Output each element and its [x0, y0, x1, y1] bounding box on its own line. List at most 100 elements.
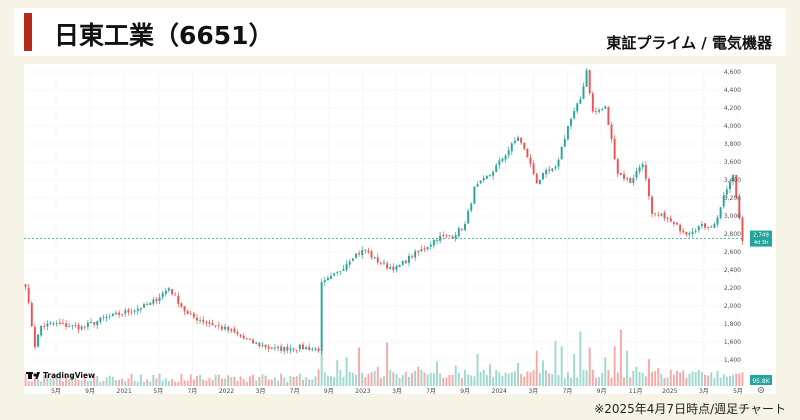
volume-bar	[77, 379, 80, 386]
volume-bar	[220, 378, 223, 386]
candle-body	[189, 313, 192, 315]
volume-bar	[314, 376, 317, 386]
volume-bar	[635, 366, 638, 386]
candle-body	[676, 222, 678, 225]
candle-body	[541, 173, 544, 180]
volume-bar	[149, 381, 152, 386]
candle-body	[143, 303, 145, 308]
x-tick-label: 2023	[355, 388, 370, 394]
volume-bar	[417, 366, 420, 386]
volume-bar	[504, 372, 507, 386]
y-tick-label: 2,400	[724, 267, 741, 274]
candle-body	[102, 317, 105, 318]
candle-body	[236, 332, 239, 335]
volume-bar	[576, 377, 579, 386]
x-tick-label: 5月	[51, 388, 61, 394]
candle-body	[161, 293, 164, 297]
candle-body	[635, 171, 638, 178]
volume-bar	[186, 380, 189, 386]
candle-body	[685, 231, 688, 235]
candle-body	[108, 316, 111, 318]
volume-bar	[411, 373, 414, 386]
candle-body	[510, 143, 513, 152]
candle-body	[579, 99, 582, 104]
volume-bar	[127, 378, 130, 386]
x-tick-label: 2025	[662, 388, 677, 394]
candle-body	[538, 179, 541, 185]
volume-bar	[741, 372, 744, 386]
candle-body	[114, 312, 117, 315]
x-tick-label: 5月	[153, 388, 163, 394]
volume-bar	[685, 377, 688, 386]
price-chart: 4,600 4,400 4,200 4,000 3,800 3,600 3,400 3,200…	[24, 68, 772, 395]
volume-bar	[651, 372, 654, 386]
volume-bar	[451, 374, 454, 386]
candle-body	[354, 253, 357, 258]
volume-bar	[719, 377, 722, 386]
candle-body	[230, 329, 233, 331]
candle-body	[457, 228, 460, 237]
candle-body	[283, 346, 286, 352]
volume-bar	[167, 381, 170, 386]
volume-bar	[457, 372, 460, 386]
candle-body	[130, 311, 133, 313]
candle-body	[255, 342, 258, 344]
last-price-value: 2,749	[753, 233, 769, 239]
volume-bar	[560, 346, 563, 386]
candle-body	[607, 107, 610, 125]
candle-body	[373, 257, 376, 259]
volume-bar	[217, 374, 220, 386]
volume-bar	[623, 377, 625, 386]
volume-bar	[729, 376, 731, 386]
volume-bar	[367, 374, 370, 386]
candle-body	[672, 222, 675, 224]
candle-body	[610, 124, 613, 140]
volume-bar	[124, 381, 127, 386]
volume-bar	[342, 376, 345, 386]
candle-body	[205, 321, 208, 323]
volume-value: 95.8K	[752, 378, 770, 385]
volume-bar	[647, 359, 650, 386]
volume-bar	[644, 376, 647, 386]
volume-bar	[713, 377, 716, 386]
volume-bar	[83, 374, 86, 386]
candle-body	[333, 273, 336, 276]
volume-bar	[383, 376, 385, 386]
volume-bar	[610, 377, 613, 386]
volume-bar	[65, 375, 68, 386]
volume-bar	[420, 369, 423, 386]
volume-bar	[108, 375, 111, 386]
volume-bar	[526, 371, 529, 386]
candle-body	[320, 282, 323, 351]
candle-body	[326, 277, 329, 281]
volume-bar	[224, 378, 227, 386]
x-tick-label: 7月	[426, 388, 436, 394]
candle-body	[86, 322, 89, 327]
candle-body	[139, 308, 142, 310]
volume-bar	[436, 361, 438, 386]
candle-body	[186, 311, 189, 315]
volume-bar	[654, 371, 657, 386]
volume-bar	[102, 381, 105, 386]
candle-body	[214, 325, 217, 327]
candle-body	[560, 146, 563, 160]
candle-body	[74, 324, 77, 326]
candle-body	[489, 175, 491, 177]
candle-body	[570, 118, 572, 126]
candle-body	[386, 263, 389, 269]
volume-bar	[626, 350, 629, 386]
volume-bar	[298, 373, 301, 386]
candle-body	[588, 70, 591, 94]
volume-bar	[732, 374, 735, 386]
volume-bar	[398, 377, 401, 386]
y-tick-label: 4,000	[724, 123, 741, 130]
candle-body	[330, 275, 332, 279]
volume-bar	[180, 374, 183, 386]
candle-body	[725, 189, 728, 195]
volume-bar	[426, 374, 429, 386]
volume-bar	[96, 375, 99, 386]
candle-body	[647, 178, 650, 197]
settings-gear-icon[interactable]	[758, 387, 764, 393]
volume-bar	[183, 380, 186, 386]
volume-bar	[255, 380, 258, 386]
